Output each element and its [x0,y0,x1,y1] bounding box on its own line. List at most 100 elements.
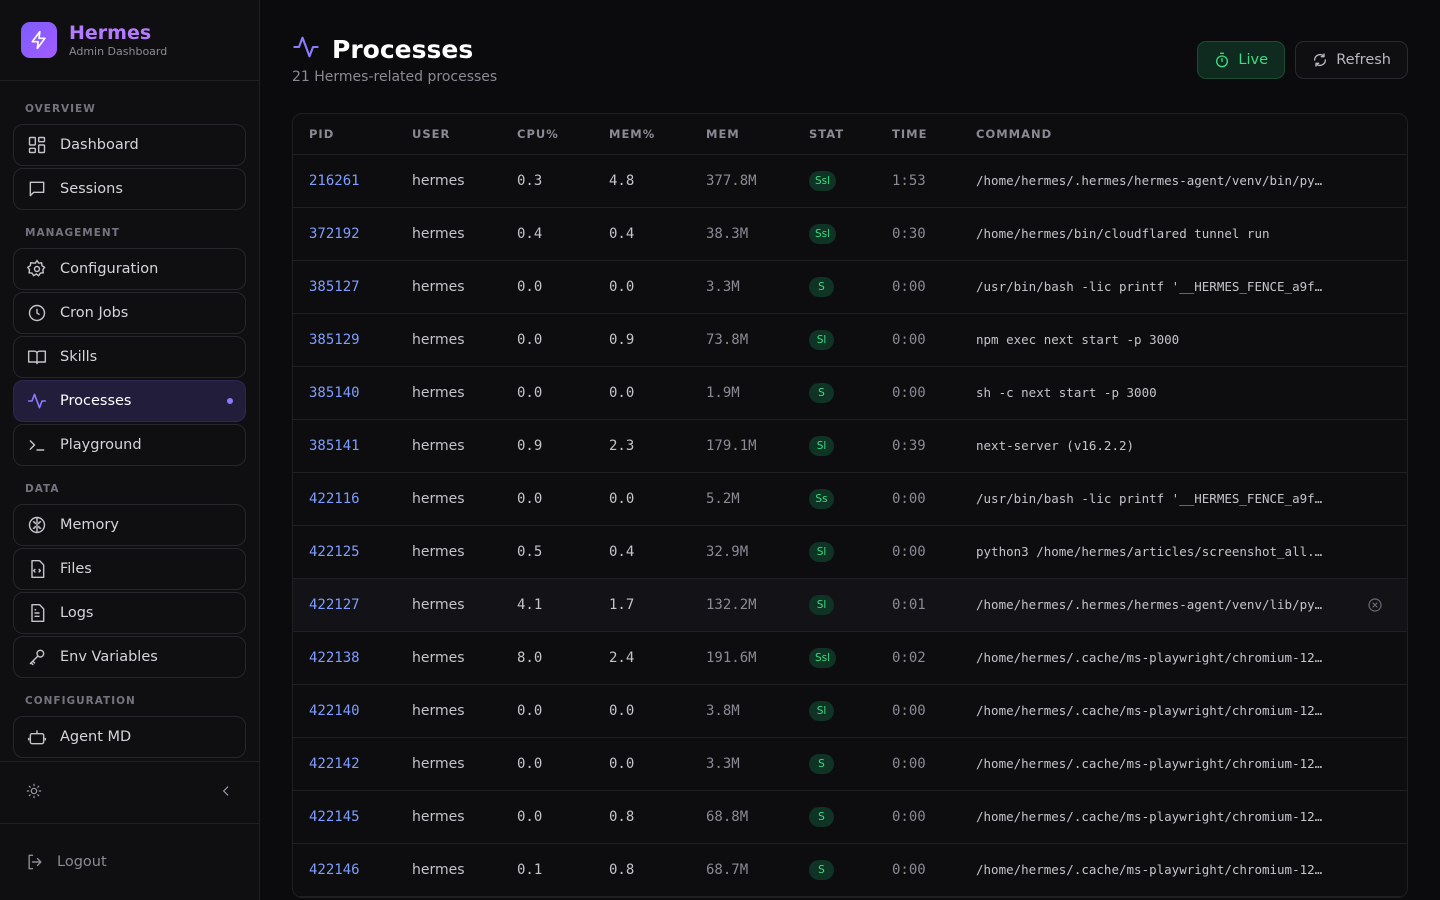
activity-icon [292,33,320,65]
pid-link[interactable]: 216261 [309,172,360,189]
logout-button[interactable]: Logout [0,823,259,900]
sidebar-item-cron-jobs[interactable]: Cron Jobs [13,292,246,334]
table-row[interactable]: 385127 hermes 0.0 0.0 3.3M S 0:00/usr/bin/bash… [293,260,1407,314]
sidebar-item-label: Processes [60,393,132,409]
sidebar-item-dashboard[interactable]: Dashboard [13,124,246,166]
command-cell: /home/hermes/.cache/ms-playwright/chromi… [960,684,1326,738]
sidebar-item-label: Playground [60,437,142,453]
terminal-icon [26,434,48,456]
time-cell: 0:01 [876,578,960,632]
mem-pct-cell: 1.7 [593,578,690,632]
column-header-user[interactable]: USER [396,114,501,155]
section-label-configuration: CONFIGURATION [25,695,136,707]
pid-link[interactable]: 422142 [309,755,360,772]
sidebar-item-memory[interactable]: Memory [13,504,246,546]
mem-cell: 3.3M [690,737,793,791]
sidebar-item-sessions[interactable]: Sessions [13,168,246,210]
mem-pct-cell: 0.0 [593,737,690,791]
logout-icon [25,852,45,872]
mem-cell: 32.9M [690,525,793,579]
cpu-cell: 8.0 [501,631,593,685]
mem-pct-cell: 2.3 [593,419,690,473]
pid-link[interactable]: 422125 [309,543,360,560]
sidebar-item-processes[interactable]: Processes [13,380,246,422]
status-badge: Ss [809,488,834,509]
cpu-cell: 4.1 [501,578,593,632]
table-row[interactable]: 422138 hermes 8.0 2.4 191.6M Ssl 0:02/home/her… [293,631,1407,685]
table-row[interactable]: 422140 hermes 0.0 0.0 3.8M Sl 0:00/home/hermes… [293,684,1407,738]
column-header-pid[interactable]: PID [293,114,396,155]
time-cell: 0:00 [876,684,960,738]
brand-name: Hermes [69,21,152,44]
pid-link[interactable]: 422116 [309,490,360,507]
user-cell: hermes [396,419,501,473]
sidebar-item-files[interactable]: Files [13,548,246,590]
book-icon [26,346,48,368]
table-row[interactable]: 422142 hermes 0.0 0.0 3.3M S 0:00/home/hermes/… [293,737,1407,791]
user-cell: hermes [396,525,501,579]
user-cell: hermes [396,313,501,367]
pid-link[interactable]: 422127 [309,596,360,613]
sidebar-item-logs[interactable]: Logs [13,592,246,634]
mem-pct-cell: 2.4 [593,631,690,685]
column-header-command[interactable]: COMMAND [960,114,1326,155]
column-header-mem-pct[interactable]: MEM% [593,114,690,155]
table-header-row: PID USER CPU% MEM% MEM STAT TIME COMMAND [293,114,1407,155]
column-header-cpu[interactable]: CPU% [501,114,593,155]
command-cell: python3 /home/hermes/articles/screenshot… [960,525,1326,579]
sidebar-item-label: Cron Jobs [60,305,129,321]
status-badge: S [809,859,834,880]
sidebar-item-agent-md[interactable]: Agent MD [13,716,246,758]
kill-process-x-circle-icon[interactable] [1342,597,1407,613]
cpu-cell: 0.0 [501,366,593,420]
pid-link[interactable]: 422138 [309,649,360,666]
table-row[interactable]: 422146 hermes 0.1 0.8 68.7M S 0:00/home/hermes… [293,843,1407,897]
brain-icon [26,514,48,536]
table-row[interactable]: 422125 hermes 0.5 0.4 32.9M Sl 0:00 python3 /ho… [293,525,1407,579]
status-badge: S [809,276,834,297]
table-row[interactable]: 422145 hermes 0.0 0.8 68.8M S 0:00/home/hermes… [293,790,1407,844]
sidebar-item-skills[interactable]: Skills [13,336,246,378]
pid-link[interactable]: 422140 [309,702,360,719]
table-row[interactable]: 216261 hermes 0.3 4.8 377.8M Ssl 1:53/home/her… [293,154,1407,208]
lightning-icon [21,22,57,58]
table-row[interactable]: 422116 hermes 0.0 0.0 5.2M Ss 0:00/usr/bin/bas… [293,472,1407,526]
time-cell: 0:00 [876,525,960,579]
sidebar-item-label: Env Variables [60,649,158,665]
sidebar-item-configuration[interactable]: Configuration [13,248,246,290]
column-header-time[interactable]: TIME [876,114,960,155]
pid-link[interactable]: 422146 [309,861,360,878]
pid-link[interactable]: 422145 [309,808,360,825]
pid-link[interactable]: 372192 [309,225,360,242]
pid-link[interactable]: 385127 [309,278,360,295]
user-cell: hermes [396,578,501,632]
refresh-button[interactable]: Refresh [1295,41,1408,79]
timer-icon [1214,52,1230,68]
processes-table: PID USER CPU% MEM% MEM STAT TIME COMMAND… [292,113,1408,898]
mem-pct-cell: 0.0 [593,684,690,738]
column-header-stat[interactable]: STAT [793,114,876,155]
pid-link[interactable]: 385141 [309,437,360,454]
mem-cell: 3.8M [690,684,793,738]
table-row[interactable]: 385141 hermes 0.9 2.3 179.1M Sl 0:39 next-serve… [293,419,1407,473]
pid-link[interactable]: 385129 [309,331,360,348]
sidebar-item-label: Configuration [60,261,159,277]
live-button[interactable]: Live [1197,41,1285,79]
user-cell: hermes [396,154,501,208]
sidebar-item-label: Files [60,561,92,577]
sidebar-item-playground[interactable]: Playground [13,424,246,466]
pid-link[interactable]: 385140 [309,384,360,401]
sidebar-item-env-variables[interactable]: Env Variables [13,636,246,678]
user-cell: hermes [396,631,501,685]
cpu-cell: 0.5 [501,525,593,579]
table-row[interactable]: 422127 hermes 4.1 1.7 132.2M Sl 0:01/home/herm… [293,578,1407,632]
sidebar-item-label: Dashboard [60,137,139,153]
time-cell: 0:00 [876,737,960,791]
status-badge: Sl [809,329,834,350]
table-row[interactable]: 372192 hermes 0.4 0.4 38.3M Ssl 0:30/home/herm… [293,207,1407,261]
table-row[interactable]: 385129 hermes 0.0 0.9 73.8M Sl 0:00 npm exec ne… [293,313,1407,367]
column-header-mem[interactable]: MEM [690,114,793,155]
collapse-sidebar-chevron-left-icon[interactable] [219,783,233,802]
table-row[interactable]: 385140 hermes 0.0 0.0 1.9M S 0:00 sh -c next st… [293,366,1407,420]
theme-toggle-sun-icon[interactable] [26,783,42,803]
